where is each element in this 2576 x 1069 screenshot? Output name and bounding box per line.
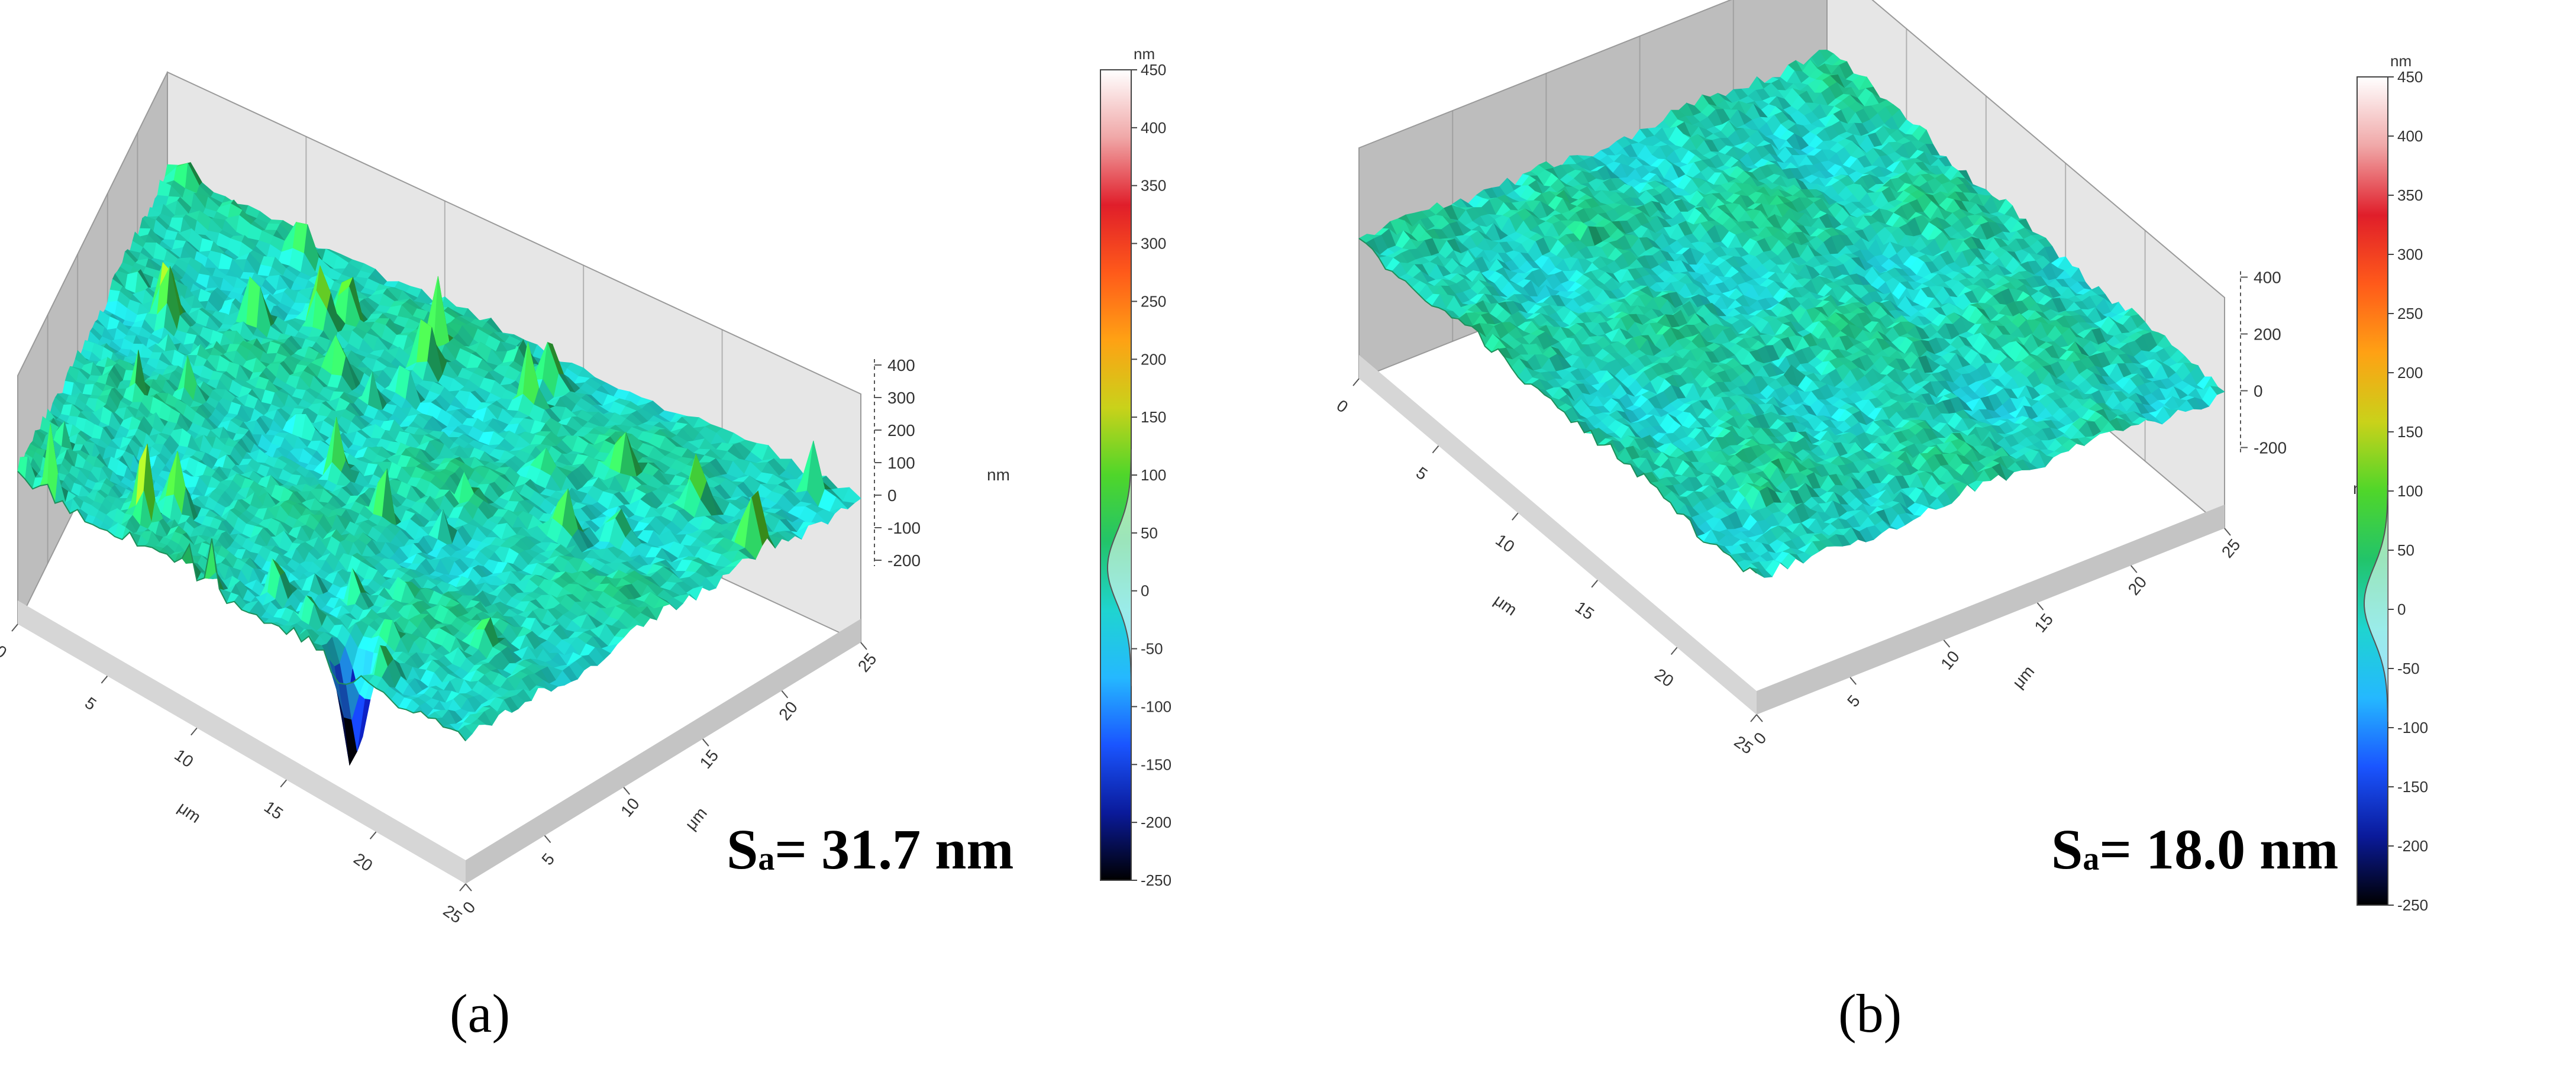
x-tick-label: 0 [0, 642, 10, 662]
y-tick-mark [781, 690, 789, 699]
x-tick-mark [101, 676, 108, 684]
y-tick-label: 15 [696, 746, 722, 772]
y-tick-mark [465, 883, 472, 892]
height-histogram [1106, 449, 1132, 686]
x-tick-label: 5 [82, 693, 100, 713]
z-tick-label: 0 [887, 486, 897, 505]
panel-label-a: (a) [450, 983, 511, 1044]
colorbar-tick-label: 0 [1141, 582, 1149, 600]
x-tick-mark [191, 727, 198, 736]
panel-b: 0510152025μm0510152025μm4002000-200nm450… [1288, 0, 2576, 1069]
x-tick-label: 15 [261, 797, 286, 823]
front-skirt-left [18, 600, 466, 884]
front-skirt-right [1757, 505, 2225, 715]
panel-a: 0 5 10 15 20 25 μm 0 5 10 15 20 25 μm 400 300 200 100 0 -10… [0, 45, 1171, 1044]
colorbar-ticks: 450 400 350 300 250 200 150 100 50 0 -50 -100 -150 -2… [1131, 45, 1171, 889]
colorbar-tick-label: 250 [1141, 292, 1166, 310]
x-tick-label: 20 [350, 850, 376, 875]
z-tick-label: -200 [887, 551, 921, 570]
colorbar-tick-label: -100 [1141, 697, 1171, 715]
y-tick-label: 10 [617, 795, 643, 821]
surface-plot-b: 0510152025μm0510152025μm4002000-200nm450… [1334, 0, 2428, 914]
z-axis-unit: nm [987, 466, 1010, 484]
colorbar-tick-label: 150 [1141, 408, 1166, 426]
x-tick-mark [11, 624, 18, 632]
y-tick-mark [623, 787, 630, 795]
colorbar-tick-label: 50 [1141, 524, 1158, 542]
y-axis-unit: μm [682, 804, 711, 834]
z-tick-label: 200 [887, 421, 915, 440]
surface-mesh [1358, 49, 2225, 578]
y-tick-label: 5 [538, 850, 558, 868]
colorbar-tick-label: -250 [1141, 871, 1171, 889]
y-tick-label: 20 [775, 698, 801, 724]
colorbar-tick-label: 100 [1141, 466, 1166, 484]
x-tick-mark [369, 831, 377, 839]
colorbar-tick-label: -50 [1141, 640, 1163, 658]
colorbar-tick-label: 300 [1141, 235, 1166, 253]
y-tick-mark [544, 835, 551, 844]
z-tick-label: -100 [887, 519, 921, 537]
z-tick-label: 300 [887, 389, 915, 407]
front-skirt-left [1359, 355, 1757, 715]
y-tick-label: 25 [854, 650, 880, 676]
surface-edge-front [17, 471, 466, 742]
colorbar-unit: nm [1134, 45, 1155, 63]
colorbar [1100, 69, 1132, 881]
x-tick-label: 10 [171, 745, 196, 771]
colorbar-tick-label: -150 [1141, 755, 1171, 773]
z-axis: 400 300 200 100 0 -100 -200 nm [874, 356, 1010, 570]
x-tick-mark [459, 883, 466, 892]
x-axis-unit: μm [175, 798, 204, 826]
y-tick-mark [702, 738, 709, 747]
colorbar-tick-label: 450 [1141, 61, 1166, 79]
z-tick-label: 100 [887, 454, 915, 472]
colorbar-tick-label: 350 [1141, 177, 1166, 195]
front-skirt-right [466, 619, 861, 884]
colorbar-tick-label: 200 [1141, 350, 1166, 368]
colorbar-tick-label: -200 [1141, 813, 1171, 831]
sa-label-a: Sa= 31.7 nm [727, 818, 1014, 881]
y-tick-mark [860, 642, 867, 650]
colorbar-tick-label: 400 [1141, 119, 1166, 137]
z-tick-label: 400 [887, 356, 915, 374]
x-tick-mark [280, 779, 287, 788]
surface-plot-a: 0510152025μm0510152025μm4003002001000-10… [0, 45, 1171, 927]
surface-mesh [17, 162, 861, 766]
